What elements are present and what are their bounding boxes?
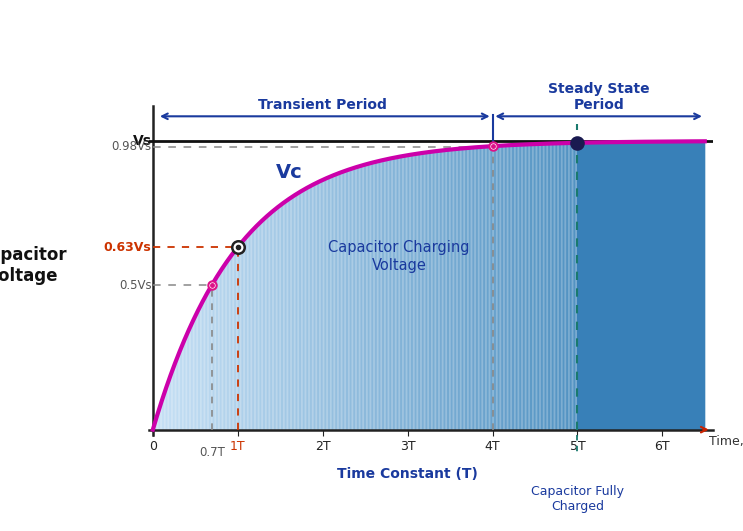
Text: Vc: Vc (276, 164, 302, 182)
Text: 0.63Vs: 0.63Vs (104, 241, 152, 254)
Text: Time Constant (T): Time Constant (T) (337, 467, 478, 481)
Text: 0.5Vs: 0.5Vs (119, 279, 152, 292)
Text: Steady State
Period: Steady State Period (548, 82, 649, 112)
Text: Capacitor Charging
Voltage: Capacitor Charging Voltage (328, 240, 470, 272)
Text: 0.7T: 0.7T (199, 446, 225, 459)
Text: Time, t: Time, t (709, 435, 743, 448)
Text: Transient Period: Transient Period (259, 98, 387, 112)
Text: 0.98Vs: 0.98Vs (111, 140, 152, 153)
Text: Capacitor Fully
Charged: Capacitor Fully Charged (531, 484, 624, 512)
Text: Vs: Vs (132, 134, 152, 148)
Text: Capacitor
Voltage: Capacitor Voltage (0, 246, 67, 285)
